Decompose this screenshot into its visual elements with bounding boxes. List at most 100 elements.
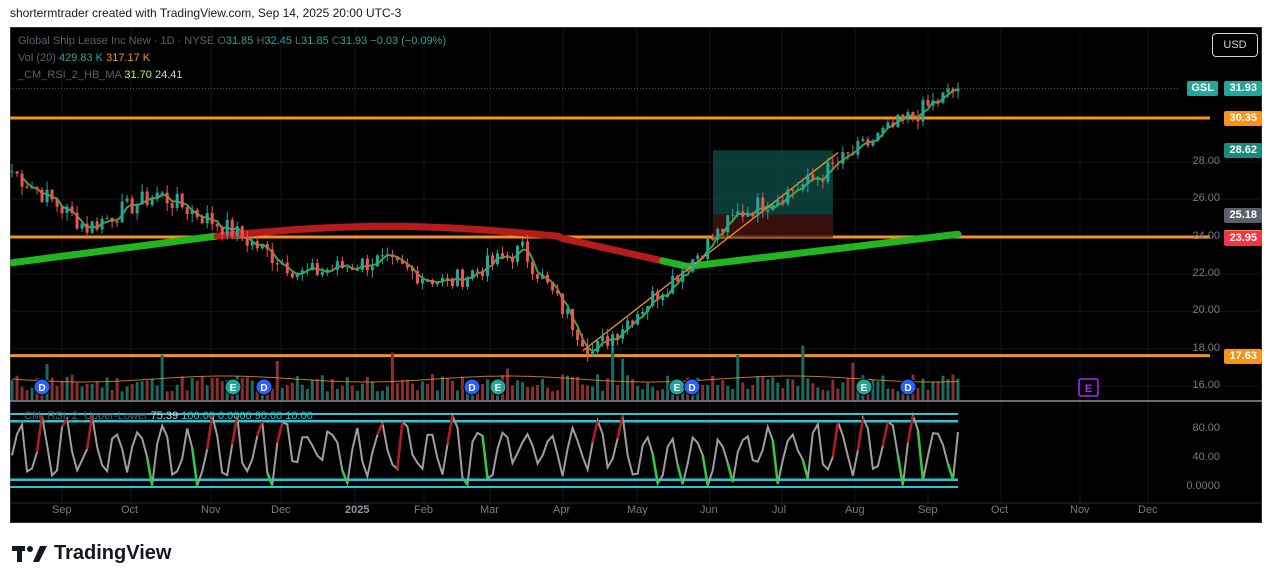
- volume-bar: [656, 390, 660, 400]
- earnings-marker-icon: [855, 378, 873, 396]
- price-axis-label: 18.00: [1192, 341, 1220, 354]
- candle-body: [450, 278, 454, 286]
- candle-body: [501, 253, 505, 257]
- price-axis-label: 22.00: [1192, 266, 1220, 279]
- volume-bar: [831, 379, 835, 400]
- volume-bar: [796, 385, 800, 400]
- volume-bar: [926, 389, 930, 400]
- candle-body: [370, 266, 374, 271]
- volume-bar: [55, 385, 59, 400]
- volume-bar: [851, 362, 855, 400]
- candle-body: [185, 207, 189, 215]
- rsi-extreme-segment: [831, 421, 840, 458]
- volume-bar: [350, 385, 354, 400]
- legend-c-value: 31.93: [339, 35, 368, 47]
- candle-body: [946, 88, 950, 93]
- time-axis-label: Sep: [918, 504, 938, 516]
- time-axis-label: Dec: [271, 504, 291, 516]
- time-axis-label: Feb: [414, 504, 433, 516]
- candle-body: [546, 274, 550, 283]
- rsi-extreme-segment: [946, 463, 955, 480]
- volume-bar: [936, 381, 940, 400]
- volume-bar: [160, 354, 164, 400]
- candle-body: [200, 217, 204, 224]
- candle-body: [851, 153, 855, 155]
- volume-bar: [90, 383, 94, 400]
- candle-body: [310, 262, 314, 271]
- volume-bar: [385, 386, 389, 400]
- volume-bar: [766, 379, 770, 400]
- volume-bar: [921, 378, 925, 400]
- candle-body: [741, 211, 745, 217]
- rsi-extreme-segment: [396, 421, 404, 469]
- legend-vol-value2: 317.17 K: [106, 52, 151, 64]
- candle-body: [35, 187, 39, 190]
- candle-body: [365, 258, 369, 271]
- candle-body: [781, 200, 785, 204]
- volume-bar: [616, 385, 620, 400]
- candle-body: [95, 221, 99, 230]
- candle-body: [596, 341, 600, 352]
- rsi-extreme-segment: [771, 440, 780, 485]
- volume-bar: [70, 374, 74, 400]
- candle-body: [906, 111, 910, 119]
- volume-bar: [375, 391, 379, 400]
- volume-bar: [270, 388, 274, 400]
- volume-bar: [105, 377, 109, 400]
- legend-o-label: O: [217, 35, 226, 47]
- volume-bar: [876, 381, 880, 400]
- candle-body: [400, 259, 404, 264]
- candle-body: [921, 99, 925, 122]
- time-axis-label: 2025: [345, 504, 370, 516]
- candle-body: [951, 88, 955, 92]
- volume-bar: [531, 386, 535, 400]
- long-ma-uptrend: [659, 230, 962, 271]
- legend-h-value: 32.45: [264, 35, 292, 47]
- candle-body: [340, 260, 344, 269]
- candle-body: [390, 254, 394, 257]
- candle-body: [250, 241, 254, 246]
- volume-bar: [50, 377, 54, 400]
- rsi-extreme-segment: [145, 456, 154, 486]
- candle-body: [761, 197, 765, 212]
- candle-body: [846, 152, 850, 154]
- volume-bar: [290, 382, 294, 400]
- volume-bar: [746, 388, 750, 400]
- candle-body: [395, 256, 399, 260]
- long-ma-downtrend: [213, 222, 667, 265]
- volume-bar: [30, 387, 34, 400]
- candle-body: [896, 114, 900, 127]
- candle-body: [195, 210, 199, 218]
- volume-bar: [85, 383, 89, 400]
- candle-body: [531, 261, 535, 275]
- volume-bar: [275, 360, 279, 400]
- volume-bar: [140, 381, 144, 400]
- volume-bar: [836, 388, 840, 400]
- volume-bar: [405, 379, 409, 400]
- legend-l-value: 31.85: [301, 35, 329, 47]
- rsi-extreme-segment: [256, 420, 264, 437]
- candle-body: [506, 256, 510, 258]
- volume-bar: [846, 378, 850, 400]
- volume-bar: [651, 386, 655, 400]
- trendline: [582, 152, 839, 352]
- candle-body: [566, 308, 570, 314]
- currency-button[interactable]: USD: [1212, 33, 1258, 57]
- candle-body: [385, 254, 389, 256]
- candle-body: [676, 275, 680, 282]
- candle-body: [355, 269, 359, 271]
- rsi-axis-label: 80.00: [1192, 421, 1220, 434]
- long-ma-uptrend: [10, 232, 221, 267]
- candle-body: [806, 174, 810, 185]
- candle-body: [661, 294, 665, 301]
- candle-body: [470, 270, 474, 278]
- candle-body: [140, 191, 144, 205]
- time-axis-label: May: [627, 504, 648, 516]
- candle-body: [746, 212, 750, 217]
- volume-bar: [215, 377, 219, 400]
- candle-body: [30, 187, 34, 189]
- volume-bar: [956, 378, 960, 400]
- volume-bar: [631, 378, 635, 400]
